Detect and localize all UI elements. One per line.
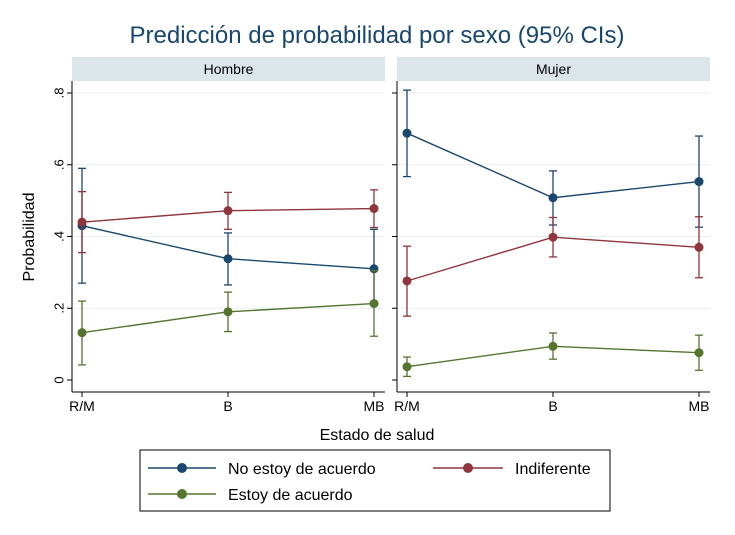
legend-item-no_estoy: No estoy de acuerdo	[148, 461, 376, 478]
legend-marker	[463, 463, 473, 473]
legend-marker	[177, 489, 187, 499]
chart-title: Predicción de probabilidad por sexo (95%…	[130, 22, 625, 49]
x-tick-label: R/M	[394, 398, 420, 414]
data-point	[694, 242, 704, 252]
y-tick-label: .8	[51, 88, 66, 99]
y-tick-label: .6	[51, 159, 66, 170]
legend-label: Estoy de acuerdo	[228, 487, 353, 504]
data-point	[223, 254, 233, 264]
x-axis-label: Estado de salud	[320, 427, 435, 444]
data-point	[369, 204, 379, 214]
data-point	[369, 299, 379, 309]
legend-marker	[177, 463, 187, 473]
panel-hombre: Hombre 0 .2 .4 .6 .8 R/M B MB	[51, 57, 385, 414]
panel-header	[397, 57, 710, 81]
legend-label: Indiferente	[515, 461, 591, 478]
x-tick-label: B	[223, 398, 232, 414]
x-tick-label: B	[548, 398, 557, 414]
y-tick-label: .4	[51, 231, 66, 242]
x-tick-label: R/M	[69, 398, 95, 414]
series-no_estoy	[402, 89, 704, 228]
data-point	[402, 128, 412, 138]
series-estoy	[77, 269, 379, 366]
y-axis-label: Probabilidad	[21, 193, 38, 282]
panel-title: Mujer	[536, 61, 571, 77]
x-tick-label: MB	[364, 398, 385, 414]
legend-item-indiferente: Indiferente	[433, 461, 591, 478]
data-point	[223, 206, 233, 216]
data-point	[77, 328, 87, 338]
series-indiferente	[402, 216, 704, 317]
data-point	[402, 362, 412, 372]
y-tick-label: .2	[51, 303, 66, 314]
data-point	[548, 341, 558, 351]
legend-label: No estoy de acuerdo	[228, 461, 376, 478]
panel-header	[72, 57, 385, 81]
data-point	[548, 232, 558, 242]
series-indiferente	[77, 189, 379, 254]
legend: No estoy de acuerdo Indiferente Estoy de a…	[139, 449, 611, 512]
data-point	[223, 307, 233, 317]
legend-box	[139, 449, 611, 512]
y-tick-label: 0	[51, 376, 66, 383]
data-point	[694, 177, 704, 187]
series-estoy	[402, 332, 704, 378]
data-point	[402, 276, 412, 286]
data-point	[694, 348, 704, 358]
legend-item-estoy: Estoy de acuerdo	[148, 487, 353, 504]
data-point	[548, 193, 558, 203]
panels-layer: Hombre 0 .2 .4 .6 .8 R/M B MB Mujer R/M B MB	[51, 57, 710, 414]
x-tick-label: MB	[689, 398, 710, 414]
data-point	[77, 217, 87, 227]
panel-title: Hombre	[204, 61, 254, 77]
panel-mujer: Mujer R/M B MB	[392, 57, 710, 414]
